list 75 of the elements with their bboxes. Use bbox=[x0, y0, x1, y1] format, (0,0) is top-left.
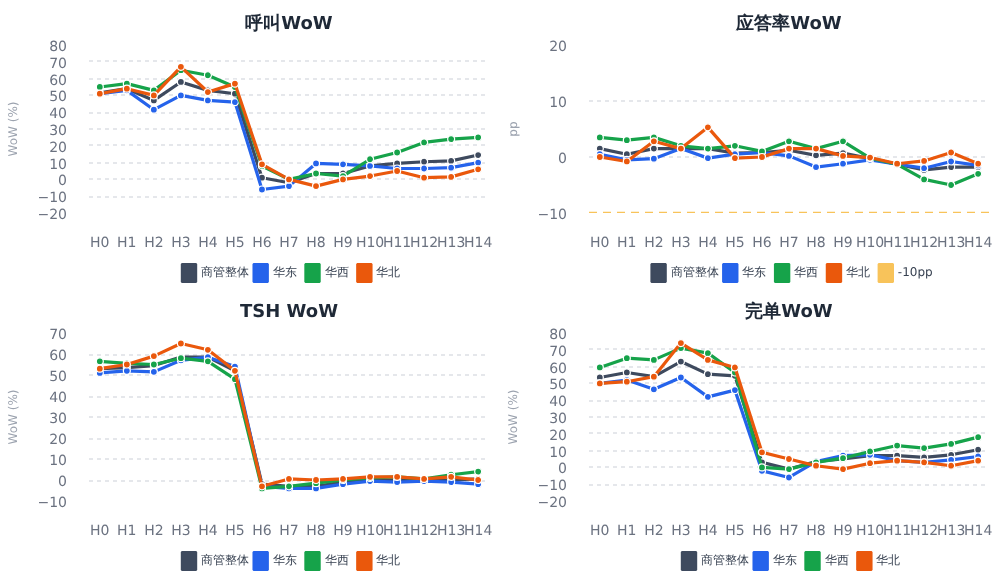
point bbox=[676, 338, 685, 348]
point bbox=[176, 77, 185, 87]
point bbox=[420, 157, 429, 166]
point bbox=[257, 185, 267, 194]
point bbox=[420, 164, 429, 173]
point bbox=[649, 154, 658, 163]
point bbox=[703, 355, 713, 364]
point bbox=[703, 123, 713, 132]
point bbox=[947, 461, 956, 470]
point bbox=[676, 373, 685, 382]
point bbox=[730, 141, 740, 150]
chart-title: 应答率WoW bbox=[734, 13, 842, 35]
point bbox=[595, 133, 604, 142]
point bbox=[784, 137, 794, 146]
point bbox=[176, 339, 185, 348]
point bbox=[447, 163, 456, 172]
point bbox=[447, 134, 456, 144]
chart-title: 完单WoW bbox=[745, 301, 833, 323]
point bbox=[149, 91, 158, 100]
point bbox=[365, 155, 375, 164]
point bbox=[474, 133, 483, 142]
point bbox=[947, 180, 956, 190]
point bbox=[203, 71, 213, 80]
point bbox=[420, 173, 429, 182]
point bbox=[865, 459, 875, 468]
point bbox=[947, 157, 956, 166]
point bbox=[920, 156, 929, 166]
point bbox=[757, 152, 767, 162]
point bbox=[811, 151, 821, 160]
point bbox=[420, 138, 429, 147]
point bbox=[649, 144, 658, 153]
point bbox=[974, 445, 983, 454]
point bbox=[838, 159, 848, 168]
point bbox=[730, 386, 740, 395]
point bbox=[338, 160, 348, 169]
point bbox=[974, 169, 983, 178]
point bbox=[703, 370, 713, 379]
point bbox=[149, 352, 158, 361]
point bbox=[393, 148, 402, 157]
point bbox=[649, 385, 658, 394]
point bbox=[474, 467, 483, 476]
point bbox=[947, 148, 956, 157]
point bbox=[703, 349, 713, 358]
point bbox=[974, 433, 983, 442]
point bbox=[474, 150, 483, 160]
point bbox=[474, 158, 483, 167]
point bbox=[784, 454, 794, 464]
point bbox=[474, 165, 483, 174]
point bbox=[676, 357, 685, 366]
point bbox=[920, 443, 929, 453]
point bbox=[920, 175, 929, 184]
point bbox=[784, 473, 794, 482]
point bbox=[203, 345, 213, 354]
point bbox=[230, 98, 240, 107]
point bbox=[703, 392, 713, 401]
point bbox=[622, 368, 631, 377]
point bbox=[838, 137, 848, 146]
point bbox=[595, 363, 604, 372]
point bbox=[893, 441, 902, 450]
point bbox=[311, 159, 321, 168]
point bbox=[203, 96, 213, 105]
point bbox=[149, 105, 158, 114]
point bbox=[757, 448, 767, 457]
point bbox=[838, 464, 848, 474]
point bbox=[311, 182, 321, 191]
point bbox=[703, 154, 713, 163]
point bbox=[365, 171, 375, 181]
chart-title: 呼叫WoW bbox=[245, 13, 333, 35]
chart-title: TSH WoW bbox=[240, 303, 339, 323]
point bbox=[784, 151, 794, 160]
point bbox=[730, 363, 740, 372]
point bbox=[149, 367, 158, 376]
point bbox=[176, 91, 185, 100]
point bbox=[811, 162, 821, 172]
point bbox=[95, 357, 104, 366]
